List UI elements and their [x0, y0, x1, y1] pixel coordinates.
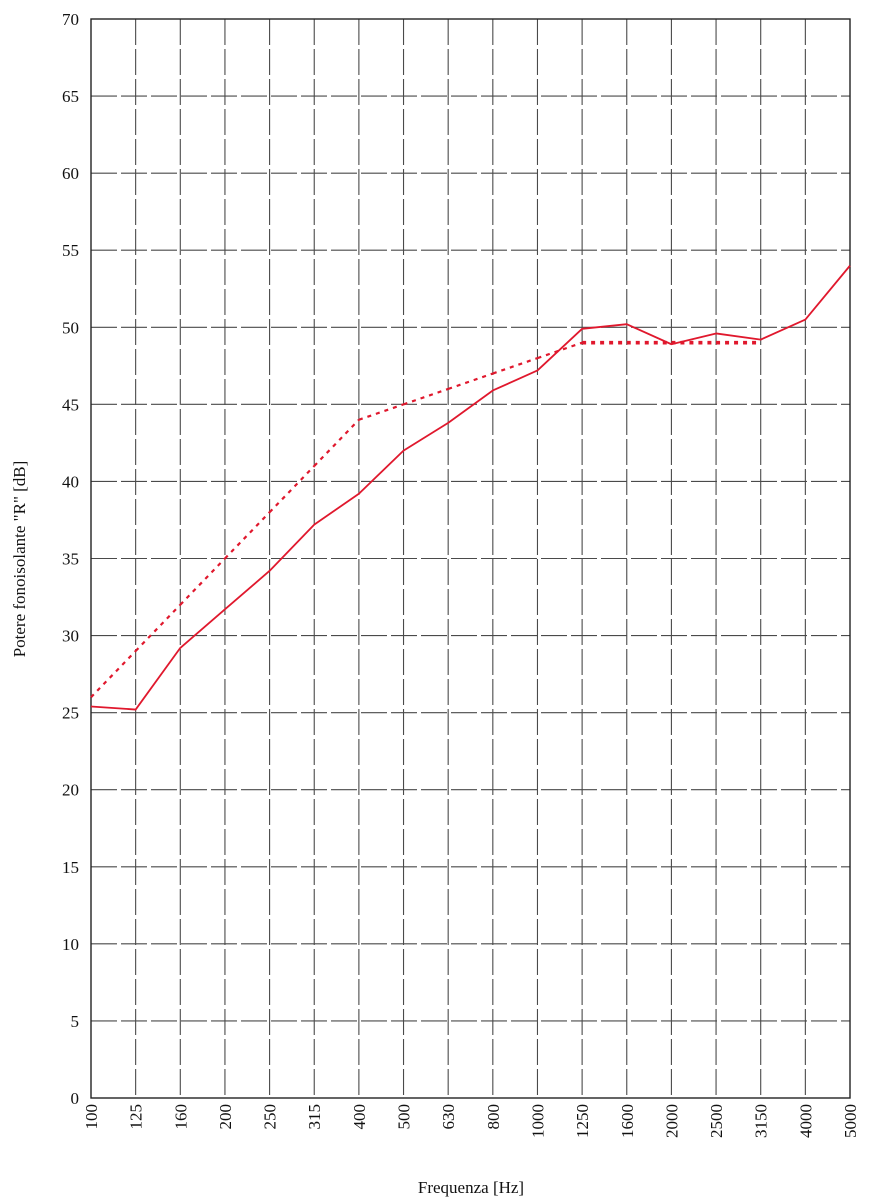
x-axis-title: Frequenza [Hz]	[418, 1178, 524, 1197]
series-dotted-segment	[268, 465, 316, 514]
y-tick-label: 55	[62, 241, 79, 260]
series-dotted-segment	[313, 419, 360, 467]
series-dotted-segment	[492, 357, 538, 375]
plot-frame	[90, 18, 851, 1099]
x-tick-label: 1000	[528, 1104, 547, 1138]
series-dotted-segment	[179, 557, 226, 606]
x-tick-label: 800	[484, 1104, 503, 1130]
y-axis-title: Potere fonoisolante "R" [dB]	[10, 461, 29, 658]
y-tick-label: 20	[62, 781, 79, 800]
y-tick-label: 40	[62, 472, 79, 491]
series-dotted-segment	[224, 511, 271, 560]
x-tick-label: 2000	[662, 1104, 681, 1138]
x-tick-label: 160	[171, 1104, 190, 1130]
series-dotted-segment	[358, 403, 404, 421]
series-dotted-segment	[447, 372, 494, 390]
x-tick-label: 4000	[796, 1104, 815, 1138]
series-dotted-segment	[537, 341, 583, 360]
y-tick-label: 0	[71, 1089, 80, 1108]
y-axis-tick-labels: 0 5 10 15 20 25 30 35 40 45 50 55 60 65 70	[62, 10, 79, 1108]
y-tick-label: 70	[62, 10, 79, 29]
x-tick-label: 200	[216, 1104, 235, 1130]
y-tick-label: 15	[62, 858, 79, 877]
x-tick-label: 630	[439, 1104, 458, 1130]
series-dotted-segment	[403, 387, 449, 406]
x-tick-label: 315	[305, 1104, 324, 1130]
y-tick-label: 30	[62, 627, 79, 646]
y-tick-label: 50	[62, 318, 79, 337]
series-dotted-segment	[134, 603, 182, 652]
series-solid-line	[90, 265, 851, 711]
y-tick-label: 45	[62, 395, 79, 414]
series-dotted-segment	[90, 650, 137, 698]
grid	[91, 19, 850, 1098]
x-tick-label: 1600	[618, 1104, 637, 1138]
x-tick-label: 5000	[841, 1104, 860, 1138]
x-tick-label: 400	[350, 1104, 369, 1130]
series-layer	[90, 265, 851, 711]
y-tick-label: 65	[62, 87, 79, 106]
x-tick-label: 500	[395, 1104, 414, 1130]
y-tick-label: 10	[62, 935, 79, 954]
x-tick-label: 125	[127, 1104, 146, 1130]
y-tick-label: 60	[62, 164, 79, 183]
y-tick-label: 5	[71, 1012, 80, 1031]
x-tick-label: 2500	[707, 1104, 726, 1138]
x-tick-label: 1250	[573, 1104, 592, 1138]
x-axis-tick-labels: 100 125 160 200 250 315 400 500 630 800 1000 1250 16…	[82, 1104, 860, 1138]
x-tick-label: 100	[82, 1104, 101, 1130]
y-tick-label: 25	[62, 704, 79, 723]
x-tick-label: 250	[261, 1104, 280, 1130]
y-tick-label: 35	[62, 550, 79, 569]
x-tick-label: 3150	[752, 1104, 771, 1138]
